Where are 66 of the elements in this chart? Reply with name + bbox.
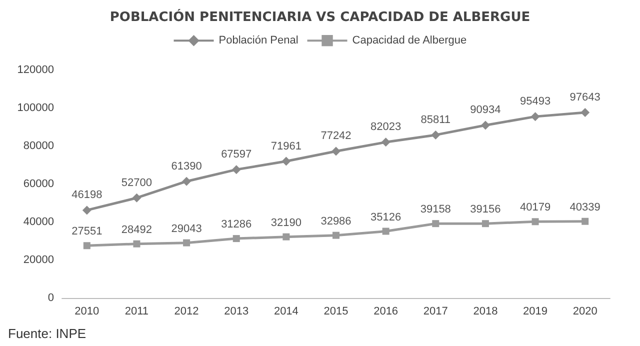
data-label: 71961 <box>270 140 302 152</box>
point <box>232 165 241 174</box>
y-tick-label: 80000 <box>23 140 54 152</box>
x-tick-label: 2012 <box>174 306 199 318</box>
data-label: 27551 <box>72 226 102 238</box>
x-tick-label: 2019 <box>523 306 548 318</box>
point <box>431 130 440 140</box>
y-tick-label: 0 <box>48 292 54 304</box>
data-label: 82023 <box>370 121 402 134</box>
data-label: 52700 <box>121 176 152 189</box>
point <box>582 218 589 225</box>
point <box>282 233 290 240</box>
data-label: 67597 <box>221 148 252 161</box>
data-label: 39156 <box>470 204 501 216</box>
data-label: 39158 <box>420 204 451 216</box>
data-label: 31286 <box>221 218 252 231</box>
data-label: 35126 <box>370 211 402 224</box>
data-label: 40179 <box>520 202 551 214</box>
y-tick-label: 60000 <box>23 178 54 190</box>
x-tick-label: 2020 <box>572 306 598 318</box>
point <box>382 228 390 235</box>
point <box>282 156 291 166</box>
y-tick-label: 40000 <box>23 216 54 228</box>
point <box>182 176 192 186</box>
point <box>132 193 142 202</box>
data-label: 29043 <box>171 222 202 235</box>
point <box>480 120 490 130</box>
point <box>482 220 489 228</box>
point <box>183 239 190 246</box>
data-label: 97643 <box>570 91 600 104</box>
point <box>232 235 240 242</box>
y-tick-label: 20000 <box>23 254 54 266</box>
legend-label: Capacidad de Albergue <box>352 34 467 47</box>
data-label: 61390 <box>171 160 202 172</box>
x-tick-label: 2017 <box>423 306 448 318</box>
data-label: 77242 <box>320 130 352 142</box>
x-tick-label: 2015 <box>324 306 348 318</box>
chart-title: POBLACIÓN PENITENCIARIA VS CAPACIDAD DE ALBERGUE <box>110 8 530 25</box>
data-label: 40339 <box>570 201 600 214</box>
legend-label: Población Penal <box>218 34 298 47</box>
point <box>133 240 140 248</box>
data-label: 46198 <box>72 189 102 202</box>
x-tick-label: 2010 <box>74 306 100 318</box>
source-note: Fuente: INPE <box>8 326 86 341</box>
data-label: 85811 <box>420 114 451 126</box>
point <box>580 108 590 117</box>
x-tick-label: 2014 <box>274 306 298 318</box>
data-label: 32190 <box>270 216 302 229</box>
x-tick-label: 2011 <box>124 306 149 318</box>
point <box>82 206 92 215</box>
point <box>381 138 390 147</box>
x-tick-label: 2016 <box>374 306 398 318</box>
data-label: 90934 <box>470 104 501 116</box>
data-label: 95493 <box>520 96 551 108</box>
data-label: 28492 <box>121 224 152 236</box>
point <box>432 220 440 228</box>
y-tick-label: 100000 <box>17 102 54 114</box>
y-tick-label: 120000 <box>17 64 54 76</box>
point <box>532 218 539 226</box>
x-tick-label: 2018 <box>473 306 498 318</box>
point <box>83 242 90 250</box>
point <box>332 146 340 156</box>
x-tick-label: 2013 <box>224 306 249 318</box>
point <box>530 112 540 122</box>
point <box>332 232 340 239</box>
data-label: 32986 <box>320 215 352 228</box>
